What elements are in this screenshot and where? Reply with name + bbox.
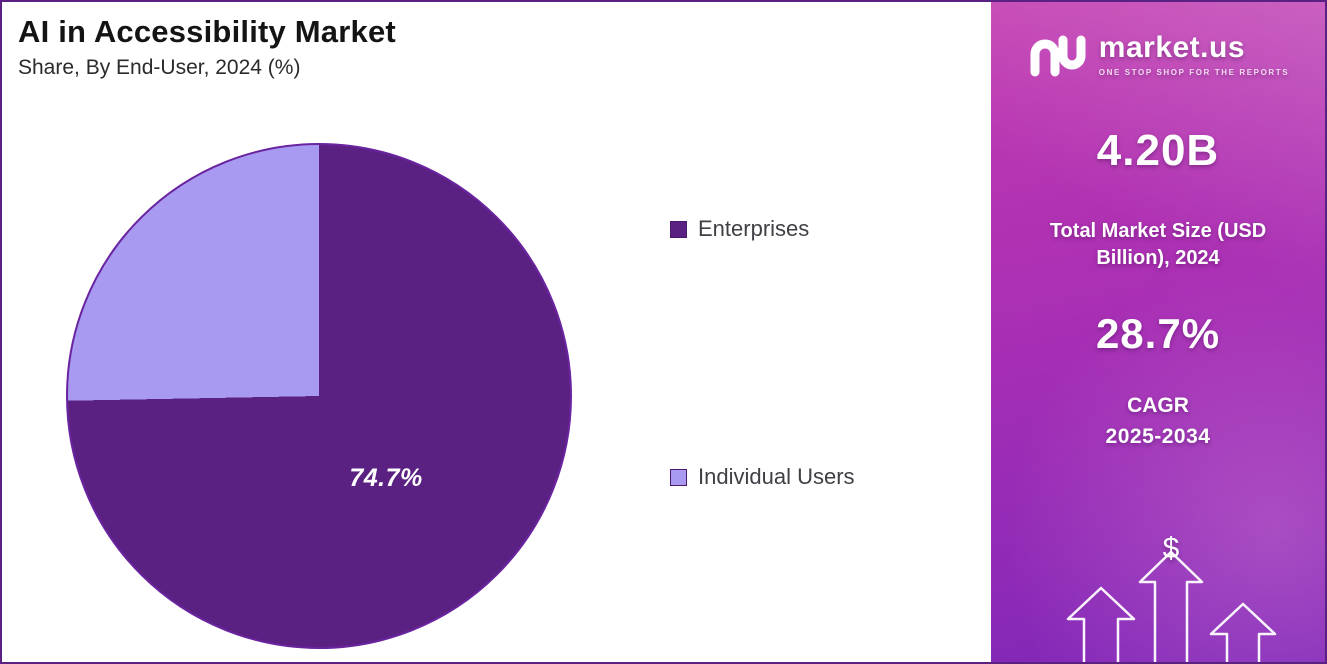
pie-slice-value-label: 74.7% — [349, 464, 423, 493]
chart-section: AI in Accessibility Market Share, By End… — [2, 2, 985, 662]
logo-tagline: ONE STOP SHOP FOR THE REPORTS — [1098, 68, 1290, 77]
growth-arrows-icon — [1066, 550, 1277, 662]
legend-label: Enterprises — [698, 216, 810, 241]
page-subtitle: Share, By End-User, 2024 (%) — [18, 56, 301, 79]
chart-header: AI in Accessibility Market Share, By End… — [2, 2, 985, 80]
chart-legend: Enterprises Individual Users — [670, 216, 855, 490]
cagr-label: CAGR — [1127, 394, 1189, 417]
page-title: AI in Accessibility Market — [18, 14, 396, 49]
brand-logo: market.us ONE STOP SHOP FOR THE REPORTS — [991, 32, 1325, 78]
pie-chart — [66, 143, 572, 649]
divider — [985, 2, 991, 662]
market-size-value: 4.20B — [1096, 126, 1220, 175]
logo-text-block: market.us ONE STOP SHOP FOR THE REPORTS — [1098, 31, 1290, 78]
cagr-period: 2025-2034 — [1105, 425, 1211, 448]
growth-graphic: $ — [991, 530, 1325, 662]
legend-swatch — [670, 220, 687, 238]
brand-stats-panel: market.us ONE STOP SHOP FOR THE REPORTS … — [991, 2, 1325, 662]
logo-name: market.us — [1098, 31, 1246, 64]
market-size-label: Total Market Size (USD Billion), 2024 — [1049, 220, 1267, 269]
cagr-value: 28.7% — [1095, 310, 1221, 357]
legend-item-individual-users: Individual Users — [670, 464, 855, 490]
legend-swatch — [670, 468, 687, 486]
legend-item-enterprises: Enterprises — [670, 216, 855, 242]
legend-label: Individual Users — [698, 464, 855, 489]
marketus-logo-icon — [1030, 35, 1086, 77]
pie-chart-wrapper: 74.7% — [66, 143, 572, 649]
chart-area: 74.7% Enterprises Individual Users — [2, 114, 985, 662]
